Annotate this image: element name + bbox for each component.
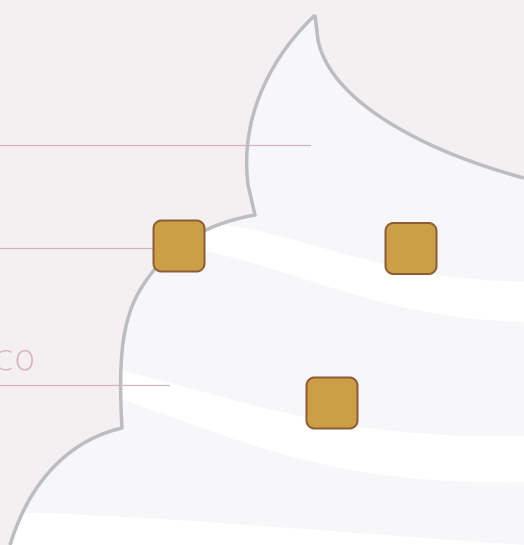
illustration: co: [0, 0, 524, 545]
label-text: co: [0, 338, 36, 379]
